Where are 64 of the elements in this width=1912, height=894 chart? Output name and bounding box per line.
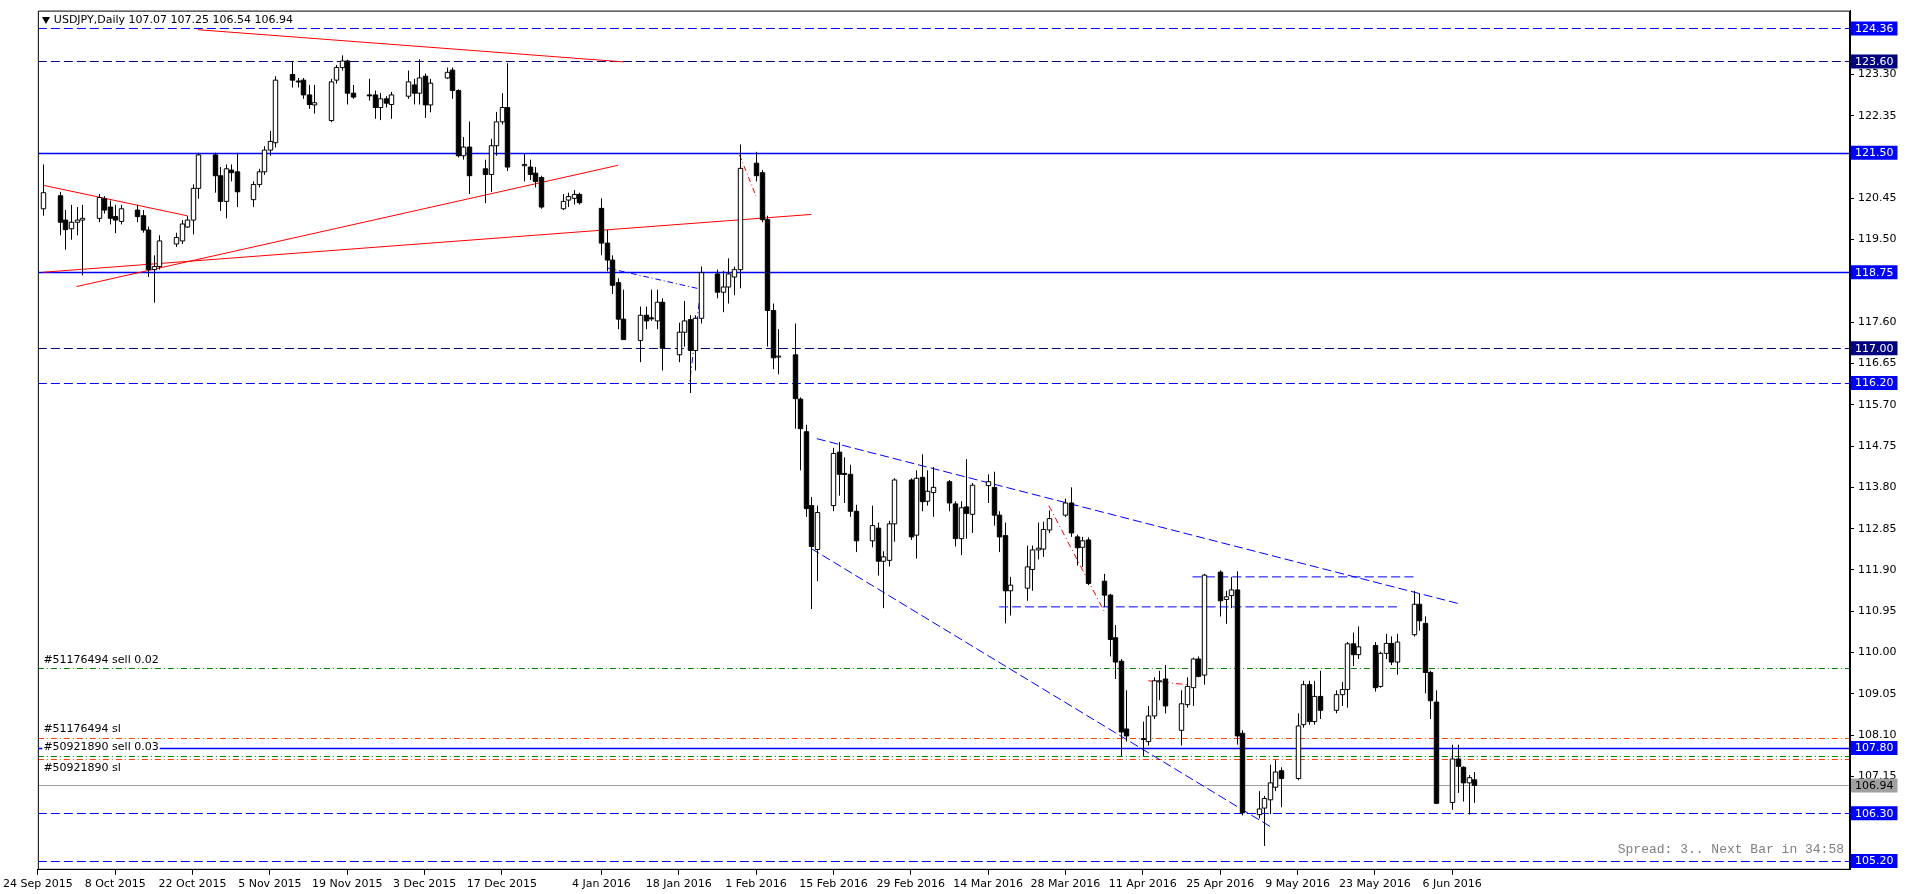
x-tick-label: 11 Apr 2016	[1108, 877, 1177, 891]
annotation: Spread: 3.. Next Bar in 34:58	[1617, 841, 1844, 857]
y-tick-label: 109.05	[1858, 686, 1897, 700]
ref-line-label: 105.20	[1855, 854, 1894, 868]
y-tick-label: 123.30	[1858, 67, 1897, 81]
x-tick-label: 18 Jan 2016	[645, 877, 712, 891]
ref-line-label: 118.75	[1855, 265, 1894, 279]
candlestick	[1416, 593, 1423, 632]
candlestick	[985, 473, 992, 504]
y-tick-label: 113.80	[1858, 480, 1897, 494]
y-tick-label: 114.75	[1858, 438, 1897, 452]
x-tick-label: 29 Feb 2016	[876, 877, 946, 891]
chart-title: USDJPY,Daily 107.07 107.25 106.54 106.94	[53, 13, 293, 27]
candlestick	[40, 163, 47, 217]
candlestick	[527, 159, 534, 181]
candlestick	[427, 78, 434, 113]
candlestick	[79, 204, 86, 276]
ref-line-label: 116.20	[1855, 376, 1894, 390]
x-tick-label: 17 Dec 2015	[466, 877, 538, 891]
y-tick-label: 112.85	[1858, 521, 1897, 535]
x-tick-label: 14 Mar 2016	[953, 877, 1023, 891]
y-tick-label: 117.60	[1858, 315, 1897, 329]
x-tick-label: 9 May 2016	[1265, 877, 1330, 891]
y-tick-label: 122.35	[1858, 108, 1897, 122]
ref-line-label: 107.80	[1855, 741, 1894, 755]
candlestick	[1256, 790, 1263, 820]
ref-line-label: 121.50	[1855, 146, 1894, 160]
ref-line-label: 123.60	[1855, 54, 1894, 68]
annotation: #50921890 sell 0.03	[43, 739, 159, 753]
ref-line-label: 106.30	[1855, 806, 1894, 820]
candlestick	[1355, 625, 1362, 660]
annotation: #50921890 sl	[43, 760, 121, 774]
y-tick-label: 115.70	[1858, 397, 1897, 411]
candlestick	[676, 322, 683, 363]
x-tick-label: 28 Mar 2016	[1030, 877, 1101, 891]
y-tick-label: 120.45	[1858, 191, 1897, 205]
x-tick-label: 25 Apr 2016	[1186, 877, 1255, 891]
y-tick-label: 119.50	[1858, 232, 1897, 246]
x-tick-label: 6 Jun 2016	[1422, 877, 1482, 891]
x-tick-label: 15 Feb 2016	[799, 877, 868, 891]
y-tick-label: 111.90	[1858, 562, 1897, 576]
x-tick-label: 5 Nov 2015	[238, 877, 302, 891]
x-tick-label: 23 May 2016	[1339, 877, 1411, 891]
ref-line-label: 117.00	[1855, 341, 1894, 355]
annotation: #51176494 sell 0.02	[43, 652, 159, 666]
y-tick-label: 110.00	[1858, 645, 1897, 659]
y-tick-label: 108.10	[1858, 727, 1897, 741]
ref-line-label: 106.94	[1855, 778, 1894, 792]
x-tick-label: 3 Dec 2015	[392, 877, 457, 891]
y-tick-label: 116.65	[1858, 356, 1897, 370]
annotation: #51176494 sl	[43, 722, 121, 736]
candlestick	[1471, 771, 1478, 804]
x-tick-label: 1 Feb 2016	[725, 877, 787, 891]
ref-line-label: 124.36	[1855, 21, 1894, 35]
x-tick-label: 8 Oct 2015	[84, 877, 146, 891]
x-tick-label: 19 Nov 2015	[312, 877, 383, 891]
candlestick	[521, 153, 528, 182]
candlestick	[1074, 534, 1081, 567]
y-tick-label: 110.95	[1858, 604, 1897, 618]
candlestick	[311, 84, 318, 115]
x-tick-label: 24 Sep 2015	[3, 877, 73, 891]
x-tick-label: 22 Oct 2015	[158, 877, 227, 891]
candlestick	[1024, 545, 1031, 602]
x-tick-label: 4 Jan 2016	[571, 877, 631, 891]
